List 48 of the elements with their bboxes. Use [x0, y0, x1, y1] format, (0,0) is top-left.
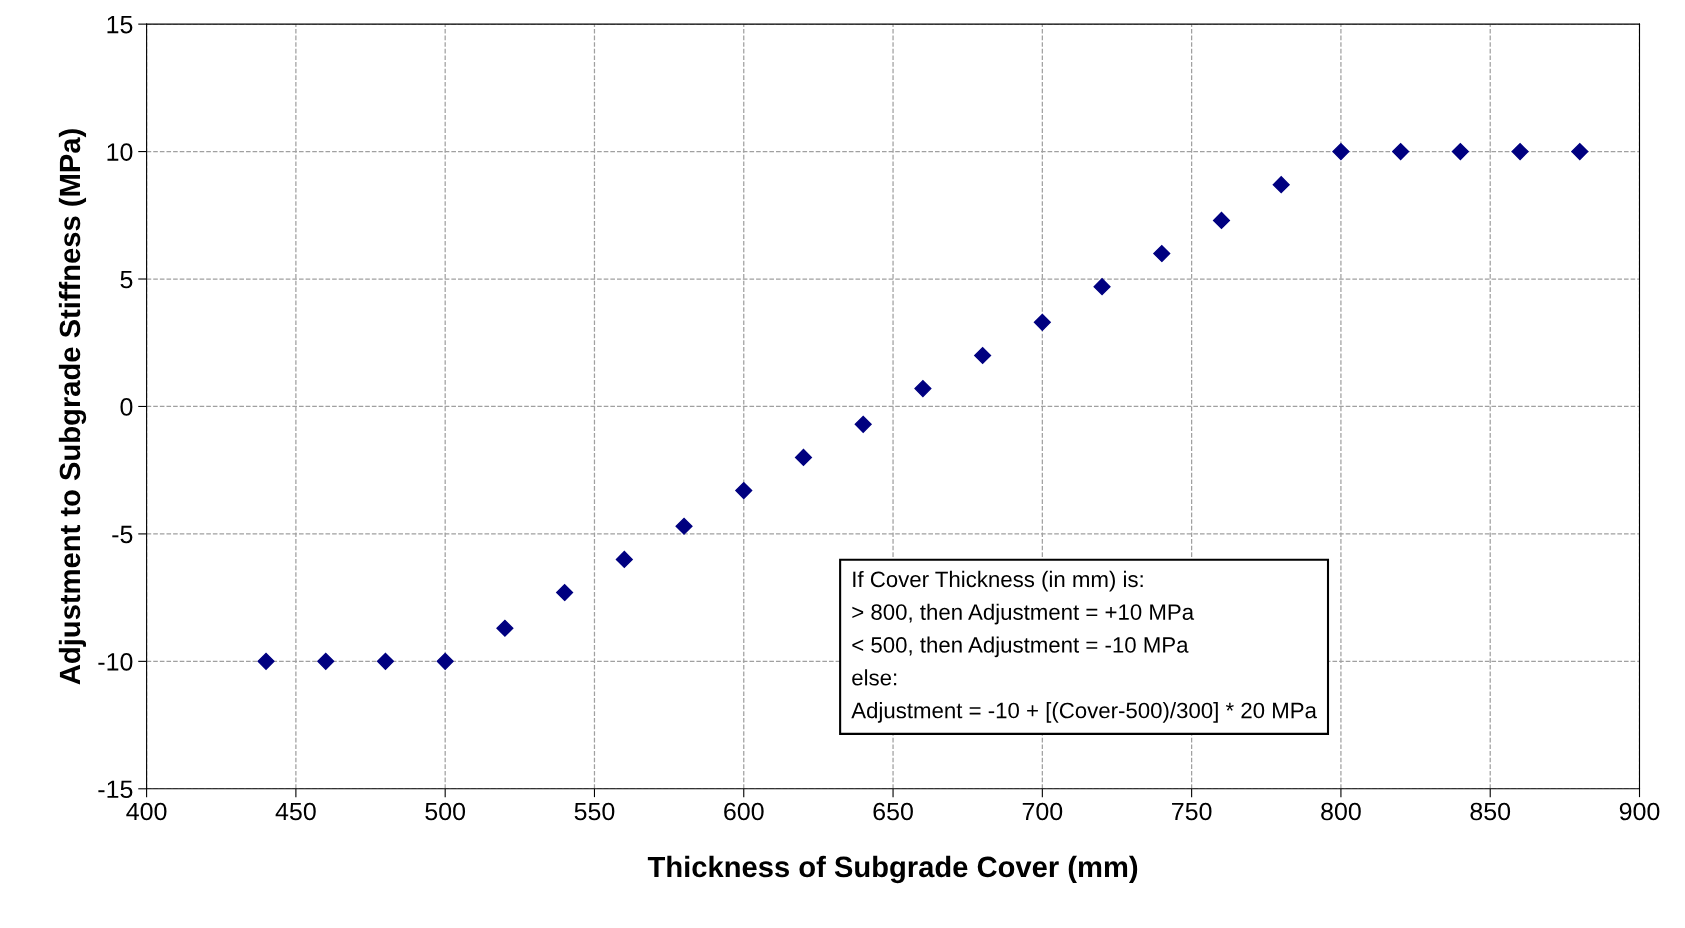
x-axis-title: Thickness of Subgrade Cover (mm)	[647, 855, 1138, 884]
x-tick-label: 800	[1321, 802, 1361, 821]
y-tick-label: -15	[98, 780, 133, 799]
annotation: Adjustment = -10 + [(Cover-500)/300] * 20 MPa	[851, 702, 1317, 723]
point	[1212, 211, 1231, 229]
point	[615, 550, 633, 568]
point	[675, 517, 693, 535]
point	[1511, 143, 1529, 161]
point	[794, 448, 813, 466]
y-tick-label: 5	[120, 270, 133, 289]
x-tick-label: 550	[574, 802, 615, 821]
point	[556, 583, 574, 602]
y-tick-label: 10	[107, 143, 133, 161]
x-tick-label: 650	[873, 802, 913, 821]
point	[317, 652, 335, 670]
point	[1332, 143, 1350, 161]
x-tick-label: 700	[1022, 802, 1063, 821]
x-tick-label: 400	[126, 802, 167, 821]
y-tick-label: 15	[107, 15, 133, 34]
y-axis-title: Adjustment to Subgrade Stiffness (MPa)	[58, 129, 87, 685]
point	[1392, 143, 1410, 161]
point	[1153, 244, 1171, 263]
annotation: > 800, then Adjustment = +10 MPa	[852, 603, 1195, 625]
point	[376, 652, 395, 670]
x-tick-label: 900	[1619, 802, 1660, 821]
y-tick-label: 0	[120, 398, 133, 416]
point	[257, 652, 275, 670]
point	[1033, 313, 1051, 331]
x-tick-label: 850	[1470, 802, 1511, 821]
point	[1451, 143, 1469, 161]
annotation: If Cover Thickness (in mm) is:	[853, 570, 1143, 592]
x-tick-label: 450	[275, 802, 316, 821]
y-tick-label: -5	[112, 525, 133, 544]
point	[496, 619, 514, 637]
point	[854, 415, 872, 433]
point	[1093, 278, 1111, 296]
annotation: else:	[852, 669, 897, 686]
x-tick-label: 750	[1172, 802, 1212, 821]
point	[436, 652, 454, 670]
point	[735, 482, 753, 500]
annotation: < 500, then Adjustment = -10 MPa	[852, 636, 1189, 658]
y-tick-label: -10	[98, 652, 133, 671]
point	[974, 346, 992, 365]
x-tick-label: 500	[425, 802, 466, 821]
point	[1571, 143, 1589, 161]
point	[1272, 176, 1290, 194]
point	[914, 380, 932, 398]
x-tick-label: 600	[724, 802, 764, 821]
